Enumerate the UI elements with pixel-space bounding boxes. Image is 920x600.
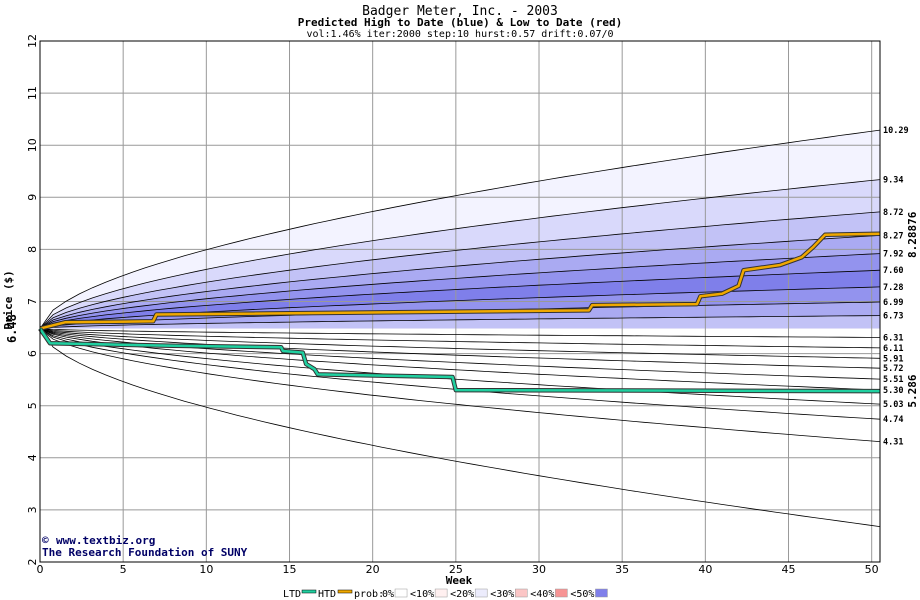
series-line-HTD [39,232,881,330]
band-boundary-4 [39,253,881,329]
legend-prob-label: prob: [354,589,384,600]
band-end-label-11: 5.91 [883,354,903,364]
band-boundary-10 [39,328,881,349]
band-end-label-1: 9.34 [883,176,903,186]
legend-prob-swatch-4 [555,588,568,598]
legend-prob-swatch-5 [595,588,608,598]
x-axis-label: Week [446,574,473,587]
legend-prob-item-0: 0% [382,589,394,600]
lower-band-8 [40,328,880,527]
legend-ltd-label: LTD [283,589,301,600]
band-end-labels: 10.29 9.34 8.72 8.27 7.92 7.60 7.28 6.99 6.73 6.3… [883,126,909,448]
legend-prob-item-5: <50% [570,589,594,600]
legend-ltd-swatch [301,589,317,594]
y-tick-label-7: 9 [26,194,39,201]
x-tick-label-5: 25 [449,563,463,576]
probability-bands [40,130,880,527]
y-tick-label-3: 5 [26,402,39,409]
band-boundary-15 [39,328,881,405]
band-end-label-16: 4.74 [883,415,903,425]
x-tick-label-10: 50 [865,563,879,576]
band-boundary-8 [39,315,881,329]
x-axis-ticks: 0 5 10 15 20 25 30 35 40 45 50 [37,563,879,576]
band-end-label-4: 7.92 [883,250,903,260]
legend-prob-item-3: <30% [490,589,514,600]
band-boundary-9 [39,328,880,338]
band-end-label-9: 6.31 [883,333,903,343]
band-end-label-2: 8.72 [883,208,903,218]
band-end-label-0: 10.29 [883,126,909,136]
credit-site: www.textbiz.org [56,534,155,547]
chart-params: vol:1.46% iter:2000 step:10 hurst:0.57 d… [306,29,613,40]
band-boundary-18 [39,328,881,527]
legend-prob-item-1: <10% [410,589,434,600]
x-tick-label-2: 10 [199,563,213,576]
band-end-label-17: 4.31 [883,438,903,448]
band-end-label-12: 5.72 [883,364,903,374]
copyright-icon: © [42,534,49,547]
y-tick-label-0: 2 [26,559,39,566]
band-end-label-10: 6.11 [883,344,903,354]
credit-organization: The Research Foundation of SUNY [42,546,248,559]
x-tick-label-9: 45 [782,563,796,576]
start-price-label: 6.48 [5,314,19,343]
legend-prob-swatch-3 [515,588,528,598]
band-boundary-14 [39,328,881,391]
y-axis-label: Price ($) [2,270,15,330]
y-axis-ticks: 2 3 4 5 6 7 8 9 10 11 12 [26,34,39,566]
legend-htd-label: HTD [318,589,336,600]
high-final-label: 8.28876 [906,211,919,258]
band-boundary-0 [39,129,881,329]
series-lines [38,231,881,394]
y-tick-label-1: 3 [26,506,39,513]
chart-subtitle: Predicted High to Date (blue) & Low to D… [298,16,623,29]
x-tick-label-0: 0 [37,563,44,576]
y-tick-label-5: 7 [26,298,39,305]
x-tick-label-7: 35 [615,563,629,576]
band-end-label-8: 6.73 [883,312,903,322]
chart-title: Badger Meter, Inc. - 2003 [362,4,558,19]
low-final-label: 5.286 [906,374,919,407]
x-tick-label-1: 5 [120,563,127,576]
series-line-LTD [38,327,881,393]
upper-band-8 [40,315,880,329]
band-end-label-14: 5.30 [883,386,903,396]
band-end-label-15: 5.03 [883,400,903,410]
band-boundary-11 [39,328,881,359]
legend-prob-swatch-0 [394,588,408,598]
x-tick-label-8: 40 [698,563,712,576]
band-boundary-12 [39,328,881,369]
band-end-label-13: 5.51 [883,375,903,385]
legend-prob-item-2: <20% [450,589,474,600]
y-tick-label-4: 6 [26,350,39,357]
band-end-label-6: 7.28 [883,283,903,293]
x-tick-label-6: 30 [532,563,546,576]
legend-prob-swatch-1 [434,588,448,598]
legend-prob-swatch-2 [474,588,488,598]
band-boundary-17 [39,328,881,442]
x-tick-label-3: 15 [283,563,297,576]
band-end-label-3: 8.27 [883,231,903,241]
band-boundary-lines [39,129,881,527]
y-tick-label-8: 10 [26,138,39,152]
band-boundary-2 [39,211,881,329]
band-end-label-7: 6.99 [883,298,903,308]
band-boundary-3 [39,234,881,329]
band-end-label-5: 7.60 [883,266,903,276]
y-tick-label-6: 8 [26,246,39,253]
y-tick-label-9: 11 [26,86,39,100]
chart-legend: LTD HTD prob: 0% <10% <20% <30% <40% <50% [283,588,608,600]
y-tick-label-10: 12 [26,34,39,48]
band-boundary-1 [39,179,881,329]
plot-frame [39,40,881,563]
legend-htd-swatch [337,589,353,594]
legend-prob-item-4: <40% [530,589,554,600]
y-tick-label-2: 4 [26,454,39,461]
x-tick-label-4: 20 [366,563,380,576]
